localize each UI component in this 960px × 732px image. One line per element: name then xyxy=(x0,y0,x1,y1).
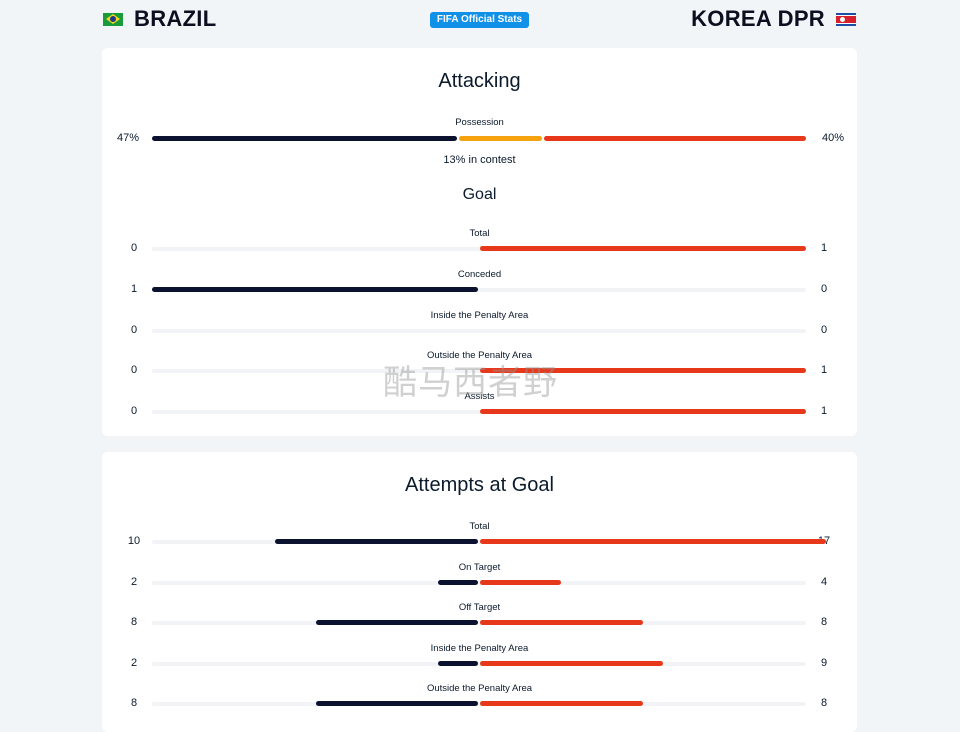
attempt-stat-label: Off Target xyxy=(458,602,501,613)
goal-stat-label: Outside the Penalty Area xyxy=(426,350,533,362)
goal-stat-away-bar xyxy=(480,409,806,415)
attempt-stat-away-value: 8 xyxy=(820,616,828,628)
fifa-official-stats-badge: FIFA Official Stats xyxy=(430,12,529,28)
goal-stat-home-value: 1 xyxy=(130,282,138,295)
possession-contest-text: 13% in contest xyxy=(443,154,516,166)
attempt-stat-away-bar xyxy=(480,579,561,585)
attempts-title: Attempts at Goal xyxy=(405,474,554,496)
attempt-stat-home-bar xyxy=(315,701,478,706)
away-team[interactable]: KOREA DPR xyxy=(691,6,856,32)
attempt-stat-home-bar xyxy=(274,539,478,544)
goal-stat-home-bar xyxy=(152,286,478,292)
goal-stat-away-value: 1 xyxy=(820,405,828,418)
goal-stat-label: Conceded xyxy=(457,268,502,280)
attempt-stat-home-value: 8 xyxy=(130,616,138,628)
attempt-stat-label: Outside the Penalty Area xyxy=(426,683,533,694)
attempt-stat-track xyxy=(152,661,806,666)
attacking-card: Attacking Possession 47% 40% 13% in cont… xyxy=(102,48,857,436)
goal-stat-away-bar xyxy=(480,246,806,251)
possession-contest-bar xyxy=(459,136,543,141)
goal-stat-away-value: 0 xyxy=(820,323,828,336)
goal-stat-label: Total xyxy=(469,228,490,239)
attempt-stat-label: Total xyxy=(469,521,490,532)
attempt-stat-track xyxy=(152,580,806,585)
attempt-stat-home-bar xyxy=(438,660,478,666)
attempt-stat-home-value: 2 xyxy=(130,656,138,669)
brazil-flag-icon xyxy=(103,12,123,26)
attempt-stat-label: On Target xyxy=(458,561,501,573)
attempt-stat-track xyxy=(152,540,806,544)
attempt-stat-home-value: 8 xyxy=(130,697,138,709)
attempt-stat-home-value: 2 xyxy=(130,575,138,588)
attempt-stat-away-value: 9 xyxy=(820,656,828,669)
attempt-stat-home-value: 10 xyxy=(127,535,141,547)
goal-stat-label: Inside the Penalty Area xyxy=(430,309,529,321)
goal-stat-track xyxy=(152,247,806,251)
goal-stat-away-value: 1 xyxy=(820,242,828,254)
goal-stat-label: Assists xyxy=(464,391,495,403)
attempt-stat-away-bar xyxy=(480,620,643,625)
goal-stat-home-value: 0 xyxy=(130,364,138,377)
goal-stat-track xyxy=(152,369,806,374)
away-team-name: KOREA DPR xyxy=(691,6,825,31)
goal-stat-away-value: 0 xyxy=(820,282,828,295)
attempts-card: Attempts at Goal Total1017On Target24Off… xyxy=(102,452,857,732)
possession-home-value: 47% xyxy=(116,132,140,144)
goal-stat-home-value: 0 xyxy=(130,242,138,254)
goal-subtitle: Goal xyxy=(462,186,497,203)
home-team-name: BRAZIL xyxy=(134,6,217,31)
attempt-stat-away-bar xyxy=(480,701,643,706)
goal-stat-track xyxy=(152,328,806,333)
goal-stat-track xyxy=(152,287,806,292)
attacking-title: Attacking xyxy=(438,70,521,92)
goal-stat-home-value: 0 xyxy=(130,405,138,418)
goal-stat-away-value: 1 xyxy=(820,364,828,377)
attempt-stat-track xyxy=(152,702,806,706)
match-header: BRAZIL FIFA Official Stats KOREA DPR xyxy=(0,0,960,44)
attempt-stat-away-value: 4 xyxy=(820,575,828,588)
attempt-stat-track xyxy=(152,621,806,625)
korea-dpr-flag-icon xyxy=(836,12,856,26)
possession-home-bar xyxy=(152,136,458,141)
attempt-stat-label: Inside the Penalty Area xyxy=(430,642,529,654)
attempt-stat-away-bar xyxy=(480,539,827,544)
possession-label: Possession xyxy=(455,117,504,128)
goal-stat-track xyxy=(152,410,806,415)
attempt-stat-home-bar xyxy=(438,579,478,585)
attempt-stat-home-bar xyxy=(315,620,478,625)
attempt-stat-away-bar xyxy=(480,660,663,666)
attempt-stat-away-value: 8 xyxy=(820,697,828,709)
possession-away-value: 40% xyxy=(821,132,845,144)
goal-stat-away-bar xyxy=(480,368,806,374)
possession-away-bar xyxy=(544,136,806,141)
goal-stat-home-value: 0 xyxy=(130,323,138,336)
home-team[interactable]: BRAZIL xyxy=(103,6,216,32)
